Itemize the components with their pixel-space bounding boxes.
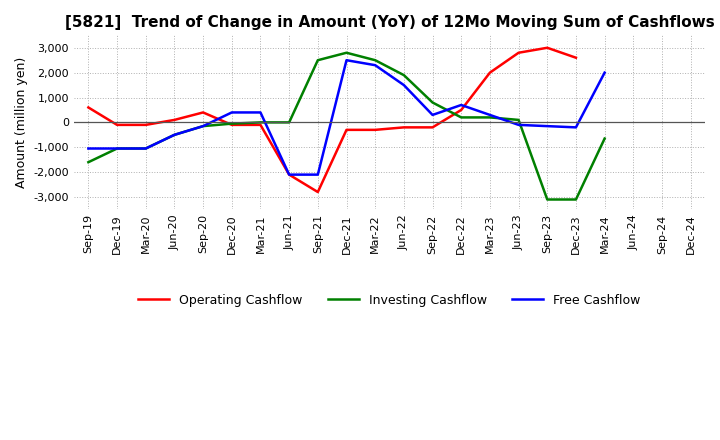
Free Cashflow: [285, 172, 294, 177]
Investing Cashflow: [371, 58, 379, 63]
Investing Cashflow: [113, 146, 122, 151]
Free Cashflow: [170, 132, 179, 137]
Line: Operating Cashflow: Operating Cashflow: [89, 48, 576, 192]
Legend: Operating Cashflow, Investing Cashflow, Free Cashflow: Operating Cashflow, Investing Cashflow, …: [133, 289, 646, 312]
Investing Cashflow: [342, 50, 351, 55]
Free Cashflow: [313, 172, 322, 177]
Investing Cashflow: [141, 146, 150, 151]
Operating Cashflow: [285, 172, 294, 177]
Operating Cashflow: [141, 122, 150, 128]
Free Cashflow: [457, 103, 466, 108]
Operating Cashflow: [228, 122, 236, 128]
Free Cashflow: [572, 125, 580, 130]
Free Cashflow: [485, 112, 494, 117]
Free Cashflow: [113, 146, 122, 151]
Operating Cashflow: [113, 122, 122, 128]
Free Cashflow: [428, 112, 437, 117]
Operating Cashflow: [313, 189, 322, 194]
Investing Cashflow: [170, 132, 179, 137]
Free Cashflow: [514, 122, 523, 128]
Operating Cashflow: [256, 122, 265, 128]
Investing Cashflow: [485, 115, 494, 120]
Line: Free Cashflow: Free Cashflow: [89, 60, 605, 175]
Investing Cashflow: [600, 136, 609, 141]
Operating Cashflow: [199, 110, 207, 115]
Operating Cashflow: [342, 127, 351, 132]
Operating Cashflow: [400, 125, 408, 130]
Free Cashflow: [543, 124, 552, 129]
Operating Cashflow: [371, 127, 379, 132]
Free Cashflow: [199, 124, 207, 129]
Investing Cashflow: [572, 197, 580, 202]
Investing Cashflow: [457, 115, 466, 120]
Operating Cashflow: [485, 70, 494, 75]
Investing Cashflow: [228, 121, 236, 126]
Investing Cashflow: [514, 117, 523, 123]
Y-axis label: Amount (million yen): Amount (million yen): [15, 57, 28, 188]
Free Cashflow: [600, 70, 609, 75]
Free Cashflow: [84, 146, 93, 151]
Free Cashflow: [256, 110, 265, 115]
Investing Cashflow: [285, 120, 294, 125]
Free Cashflow: [228, 110, 236, 115]
Operating Cashflow: [170, 117, 179, 123]
Operating Cashflow: [543, 45, 552, 51]
Free Cashflow: [141, 146, 150, 151]
Free Cashflow: [371, 62, 379, 68]
Investing Cashflow: [400, 73, 408, 78]
Free Cashflow: [400, 82, 408, 88]
Operating Cashflow: [457, 107, 466, 113]
Investing Cashflow: [428, 100, 437, 105]
Investing Cashflow: [256, 120, 265, 125]
Operating Cashflow: [428, 125, 437, 130]
Investing Cashflow: [313, 58, 322, 63]
Free Cashflow: [342, 58, 351, 63]
Operating Cashflow: [84, 105, 93, 110]
Investing Cashflow: [84, 160, 93, 165]
Investing Cashflow: [543, 197, 552, 202]
Line: Investing Cashflow: Investing Cashflow: [89, 53, 605, 199]
Operating Cashflow: [572, 55, 580, 60]
Operating Cashflow: [514, 50, 523, 55]
Investing Cashflow: [199, 124, 207, 129]
Title: [5821]  Trend of Change in Amount (YoY) of 12Mo Moving Sum of Cashflows: [5821] Trend of Change in Amount (YoY) o…: [65, 15, 714, 30]
